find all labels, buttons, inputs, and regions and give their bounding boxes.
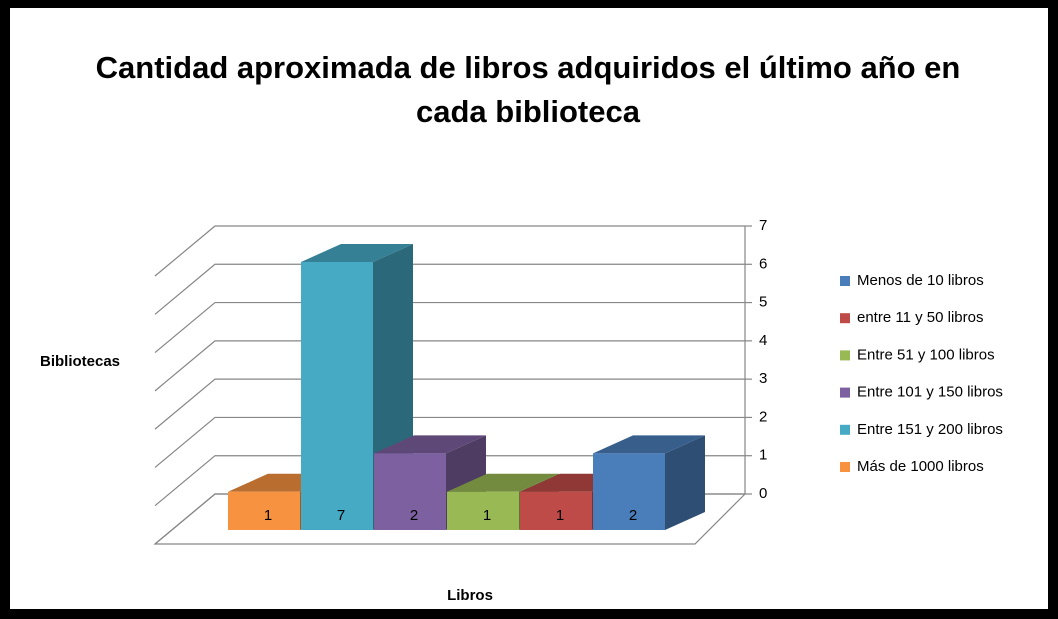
bar-front [520, 491, 592, 530]
legend-swatch [840, 387, 850, 398]
data-label: 1 [264, 507, 272, 524]
legend-swatch [840, 462, 850, 472]
bar-side [665, 435, 705, 530]
bar-front [374, 453, 446, 530]
legend-label: Más de 1000 libros [857, 458, 984, 475]
data-label: 2 [410, 507, 418, 524]
bar-front [593, 453, 665, 530]
grid-line [154, 263, 745, 315]
data-label: 7 [337, 507, 345, 524]
legend-swatch [840, 424, 850, 435]
y-tick-label: 2 [759, 408, 767, 425]
grid-line [154, 416, 745, 468]
legend-label: Entre 51 y 100 libros [857, 346, 995, 363]
bar-top [447, 473, 559, 492]
bar-front [447, 491, 519, 530]
y-tick-label: 1 [759, 447, 767, 464]
legend-label: entre 11 y 50 libros [857, 309, 983, 326]
y-tick-label: 7 [759, 217, 767, 234]
legend-swatch [840, 313, 850, 324]
y-tick-label: 6 [759, 255, 767, 272]
x-axis-label: Libros [447, 587, 493, 604]
legend-label: Entre 101 y 150 libros [857, 384, 1003, 401]
data-label: 1 [483, 507, 491, 524]
chart-title: Cantidad aproximada de libros adquiridos… [95, 50, 961, 129]
y-tick-label: 4 [759, 332, 767, 349]
legend-swatch [840, 350, 850, 361]
bar-top [301, 244, 413, 262]
grid-line [154, 301, 745, 354]
bar-top [374, 435, 486, 454]
grid-line [154, 378, 745, 430]
bar [593, 435, 705, 530]
data-label: 1 [556, 507, 564, 524]
legend-label: Menos de 10 libros [857, 272, 984, 289]
grid-line [154, 340, 745, 392]
legend-swatch [840, 276, 850, 286]
y-tick-label: 3 [759, 370, 767, 387]
legend-label: Entre 151 y 200 libros [857, 421, 1003, 438]
data-label: 2 [629, 507, 637, 524]
grid-line [154, 225, 745, 277]
grid-line [154, 455, 745, 507]
bar-front [301, 262, 373, 530]
bar-front [228, 491, 300, 530]
y-axis-label: Bibliotecas [40, 353, 120, 370]
y-tick-label: 5 [759, 294, 767, 311]
bar-top [593, 435, 705, 454]
y-tick-label: 0 [759, 485, 767, 502]
